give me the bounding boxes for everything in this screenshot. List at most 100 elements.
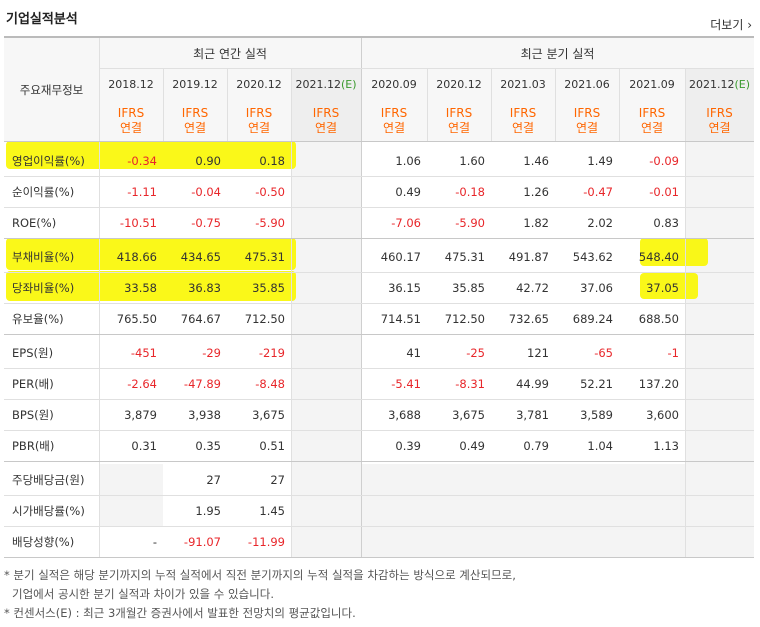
period-label: 2021.09 xyxy=(629,77,675,91)
table-cell: 1.82 xyxy=(523,215,549,230)
table-cell: -451 xyxy=(130,345,157,360)
chevron-right-icon: › xyxy=(743,18,752,32)
table-cell: 689.24 xyxy=(572,311,613,326)
table-cell xyxy=(685,368,754,399)
table-cell: 0.51 xyxy=(259,438,285,453)
financial-table: 주요재무정보 최근 연간 실적 최근 분기 실적 2018.12 2019.12 2020… xyxy=(4,36,754,558)
table-cell: 0.79 xyxy=(523,438,549,453)
table-cell xyxy=(427,526,491,557)
basis-standard: IFRS xyxy=(445,105,473,120)
table-cell: 36.83 xyxy=(188,280,221,295)
period-label: 2021.03 xyxy=(500,77,546,91)
table-cell: 3,781 xyxy=(516,407,549,422)
grid-line xyxy=(555,68,556,141)
table-cell xyxy=(99,464,163,495)
table-cell xyxy=(427,464,491,495)
table-cell: -91.07 xyxy=(183,534,221,549)
table-cell: 434.65 xyxy=(180,249,221,264)
table-cell: 52.21 xyxy=(580,376,613,391)
table-cell: -47.89 xyxy=(183,376,221,391)
period-header: 2021.06 xyxy=(555,68,619,100)
period-header: 2020.09 xyxy=(361,68,427,100)
table-cell: -25 xyxy=(466,345,485,360)
row-label: BPS(원) xyxy=(12,407,54,422)
more-link[interactable]: 더보기 › xyxy=(710,16,752,33)
basis-scope: 연결 xyxy=(382,120,406,135)
table-cell: 35.85 xyxy=(452,280,485,295)
basis-label: IFRS 연결 xyxy=(99,100,163,141)
table-cell: -1 xyxy=(667,345,679,360)
table-cell xyxy=(555,464,619,495)
table-cell xyxy=(685,207,754,238)
table-cell xyxy=(685,337,754,368)
table-cell: -29 xyxy=(202,345,221,360)
table-cell: -2.64 xyxy=(127,376,157,391)
grid-line xyxy=(4,141,754,142)
table-cell xyxy=(291,303,361,334)
basis-scope: 연결 xyxy=(511,120,535,135)
table-cell: -5.41 xyxy=(391,376,421,391)
basis-scope: 연결 xyxy=(119,120,143,135)
table-cell: 1.04 xyxy=(587,438,613,453)
table-cell: 35.85 xyxy=(252,280,285,295)
table-cell: 36.15 xyxy=(388,280,421,295)
table-cell: 0.18 xyxy=(259,153,285,168)
footnote-1: * 분기 실적은 해당 분기까지의 누적 실적에서 직전 분기까지의 누적 실적… xyxy=(4,568,516,582)
table-cell: 33.58 xyxy=(124,280,157,295)
table-cell xyxy=(291,495,361,526)
table-cell xyxy=(685,272,754,303)
basis-label: IFRS 연결 xyxy=(227,100,291,141)
row-label: 시가배당률(%) xyxy=(12,503,85,518)
grid-line xyxy=(427,68,428,141)
basis-label: IFRS 연결 xyxy=(685,100,754,141)
row-label: EPS(원) xyxy=(12,345,54,360)
table-cell: 27 xyxy=(206,472,221,487)
basis-standard: IFRS xyxy=(638,105,666,120)
table-cell: 3,938 xyxy=(188,407,221,422)
table-cell: 3,675 xyxy=(252,407,285,422)
table-cell: 1.06 xyxy=(395,153,421,168)
table-cell: -219 xyxy=(258,345,285,360)
table-cell: 1.95 xyxy=(195,503,221,518)
grid-line xyxy=(4,334,754,335)
grid-line xyxy=(361,38,362,557)
table-cell: 0.39 xyxy=(395,438,421,453)
row-label: PER(배) xyxy=(12,376,54,391)
page-title: 기업실적분석 xyxy=(6,12,78,27)
basis-standard: IFRS xyxy=(312,105,340,120)
grid-line xyxy=(4,430,754,431)
table-cell: -0.09 xyxy=(649,153,679,168)
table-cell: 548.40 xyxy=(638,249,679,264)
table-cell: -8.48 xyxy=(255,376,285,391)
grid-line xyxy=(4,399,754,400)
table-cell xyxy=(685,399,754,430)
table-cell: -8.31 xyxy=(455,376,485,391)
table-cell: -0.50 xyxy=(255,184,285,199)
period-label: 2021.12 xyxy=(295,77,341,91)
period-label: 2018.12 xyxy=(108,77,154,91)
table-header xyxy=(4,38,754,141)
footnote-2: * 컨센서스(E) : 최근 3개월간 증권사에서 발표한 전망치의 평균값입니… xyxy=(4,606,356,620)
highlight-mark xyxy=(640,238,708,266)
row-label: 순이익률(%) xyxy=(12,184,75,199)
table-cell: -0.47 xyxy=(583,184,613,199)
basis-label: IFRS 연결 xyxy=(163,100,227,141)
table-cell xyxy=(491,464,555,495)
table-cell: 3,675 xyxy=(452,407,485,422)
grid-line xyxy=(4,557,754,558)
highlight-mark xyxy=(6,271,296,301)
basis-scope: 연결 xyxy=(247,120,271,135)
table-cell: 765.50 xyxy=(116,311,157,326)
table-cell: 543.62 xyxy=(572,249,613,264)
table-cell: 764.67 xyxy=(180,311,221,326)
table-cell: -0.34 xyxy=(127,153,157,168)
table-cell: -11.99 xyxy=(247,534,285,549)
table-cell xyxy=(619,464,685,495)
grid-line xyxy=(491,68,492,141)
table-cell xyxy=(361,464,427,495)
table-cell: -0.01 xyxy=(649,184,679,199)
basis-label: IFRS 연결 xyxy=(491,100,555,141)
table-cell: -7.06 xyxy=(391,215,421,230)
table-cell: 0.49 xyxy=(395,184,421,199)
basis-standard: IFRS xyxy=(573,105,601,120)
